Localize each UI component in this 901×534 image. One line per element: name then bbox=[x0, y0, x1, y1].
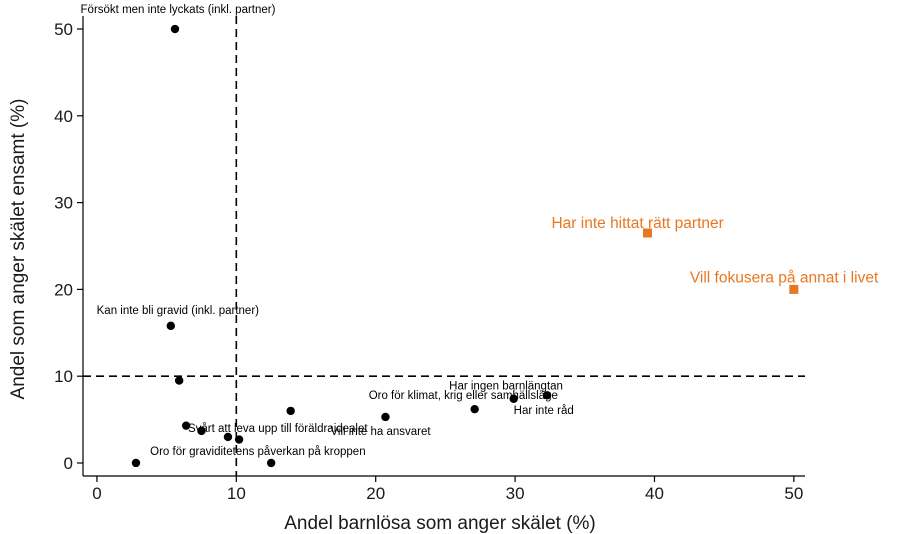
point-label: Oro för klimat, krig eller samhällsläge bbox=[369, 390, 558, 402]
data-point bbox=[381, 412, 390, 422]
x-tick-label: 40 bbox=[645, 484, 664, 503]
y-tick-label: 30 bbox=[54, 194, 73, 213]
point-labels: Försökt men inte lyckats (inkl. partner)… bbox=[81, 4, 879, 458]
x-tick-label: 10 bbox=[227, 484, 246, 503]
data-point bbox=[170, 24, 180, 34]
highlight-point bbox=[642, 228, 652, 238]
point-label: Oro för graviditetens påverkan på kroppe… bbox=[150, 446, 365, 458]
data-point bbox=[509, 394, 518, 403]
data-point bbox=[234, 435, 244, 444]
point-label: Kan inte bli gravid (inkl. partner) bbox=[97, 305, 260, 317]
y-axis-title: Andel som anger skälet ensamt (%) bbox=[8, 99, 29, 400]
data-point bbox=[542, 391, 552, 400]
y-tick-label: 50 bbox=[54, 20, 73, 39]
data-point bbox=[174, 376, 184, 385]
y-tick-label: 40 bbox=[54, 107, 73, 126]
highlight-point-label: Vill fokusera på annat i livet bbox=[690, 269, 879, 286]
data-points bbox=[131, 24, 799, 468]
point-label: Försökt men inte lyckats (inkl. partner) bbox=[81, 4, 276, 16]
y-tick-label: 10 bbox=[54, 367, 73, 386]
data-point bbox=[197, 426, 206, 436]
data-point bbox=[166, 321, 176, 331]
data-point bbox=[223, 432, 233, 442]
data-point bbox=[470, 404, 479, 414]
highlight-point bbox=[789, 284, 799, 294]
reference-lines bbox=[83, 16, 805, 476]
point-label: Svårt att leva upp till föräldraidealet bbox=[188, 423, 368, 435]
data-point bbox=[286, 406, 295, 416]
x-tick-label: 30 bbox=[506, 484, 525, 503]
data-point bbox=[266, 458, 276, 468]
x-tick-label: 20 bbox=[366, 484, 385, 503]
axes: 0 10 20 30 40 50 0 10 20 30 40 50 bbox=[54, 16, 805, 503]
point-label: Vill inte ha ansvaret bbox=[330, 426, 431, 438]
point-label: Har ingen barnlängtan bbox=[449, 380, 563, 392]
x-axis-title: Andel barnlösa som anger skälet (%) bbox=[284, 513, 596, 534]
y-tick-label: 20 bbox=[54, 280, 73, 299]
point-label: Har inte råd bbox=[514, 405, 574, 417]
x-tick-label: 0 bbox=[92, 484, 101, 503]
y-tick-label: 0 bbox=[64, 454, 73, 473]
data-point bbox=[181, 421, 191, 430]
highlight-point-label: Har inte hittat rätt partner bbox=[551, 215, 723, 232]
data-point bbox=[131, 458, 141, 468]
x-tick-label: 50 bbox=[784, 484, 803, 503]
